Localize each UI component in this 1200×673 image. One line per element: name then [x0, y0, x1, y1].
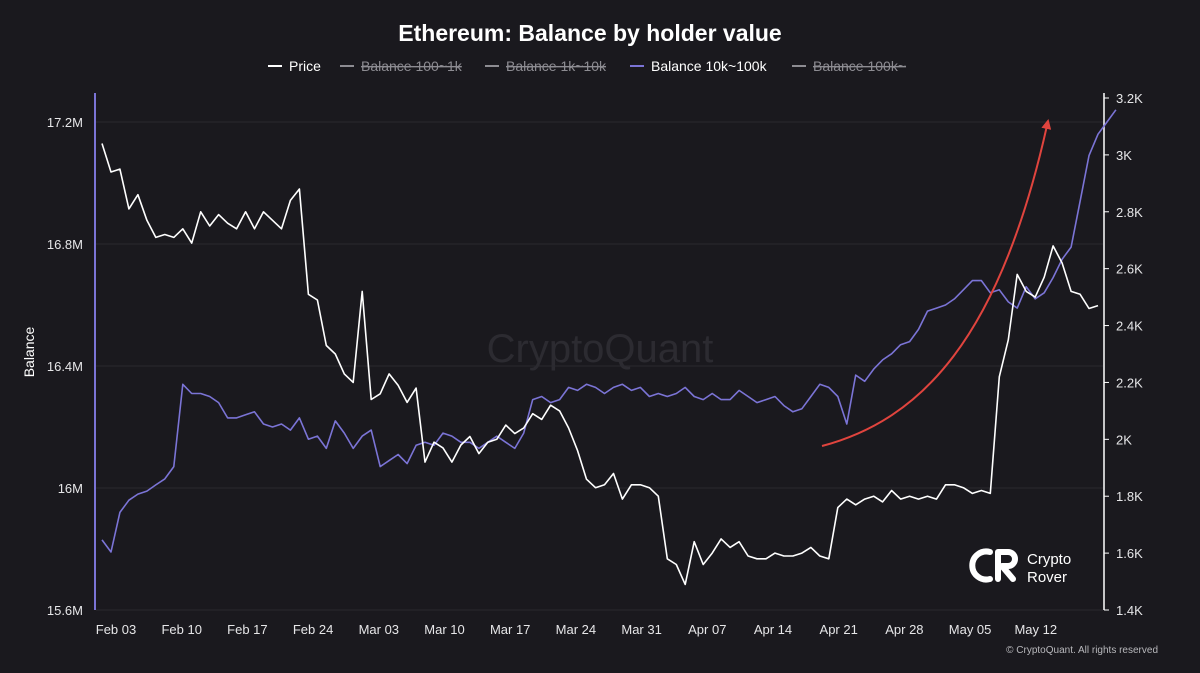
right-axis-ticks: 1.4K 1.6K 1.8K 2K 2.2K 2.4K 2.6K 2.8K 3K 3.2K [1104, 91, 1143, 618]
legend-item[interactable]: Balance 100~1k [340, 58, 463, 74]
y-axis-title: Balance [21, 326, 37, 377]
legend-label: Price [289, 58, 321, 74]
left-tick-label: 15.6M [47, 603, 83, 618]
right-tick-label: 1.6K [1116, 546, 1143, 561]
right-tick-label: 1.8K [1116, 489, 1143, 504]
legend-label: Balance 100k~ [813, 58, 906, 74]
trend-arrow [821, 119, 1052, 447]
series-line-price [101, 143, 1099, 586]
legend-label: Balance 100~1k [361, 58, 463, 74]
chart-title: Ethereum: Balance by holder value [398, 20, 781, 46]
watermark-text: CryptoQuant [487, 327, 714, 371]
right-tick-label: 2.8K [1116, 205, 1143, 220]
legend-item[interactable]: Price [268, 58, 321, 74]
x-tick-label: Mar 10 [424, 622, 464, 637]
legend-label: Balance 10k~100k [651, 58, 768, 74]
x-tick-label: Mar 31 [621, 622, 661, 637]
x-tick-label: Apr 21 [820, 622, 858, 637]
x-tick-label: Feb 03 [96, 622, 136, 637]
x-tick-label: Apr 14 [754, 622, 792, 637]
legend-item[interactable]: Balance 10k~100k [630, 58, 768, 74]
right-tick-label: 2.6K [1116, 262, 1143, 277]
left-tick-label: 16M [58, 481, 83, 496]
logo-mark-icon [969, 548, 1018, 583]
copyright: © CryptoQuant. All rights reserved [1006, 645, 1158, 656]
legend-item[interactable]: Balance 100k~ [792, 58, 906, 74]
left-axis-ticks: 15.6M 16M 16.4M 16.8M 17.2M [47, 115, 83, 618]
x-tick-label: Apr 28 [885, 622, 923, 637]
x-tick-label: May 12 [1014, 622, 1057, 637]
x-tick-label: Feb 10 [161, 622, 201, 637]
x-tick-label: Feb 17 [227, 622, 267, 637]
legend: Price Balance 100~1k Balance 1k~10k Balance… [268, 58, 906, 74]
left-tick-label: 16.8M [47, 237, 83, 252]
right-tick-label: 2.4K [1116, 319, 1143, 334]
crypto-rover-logo: Crypto Rover [969, 548, 1071, 586]
right-tick-label: 3.2K [1116, 91, 1143, 106]
series-line-balance-10k-100k [101, 109, 1117, 553]
legend-label: Balance 1k~10k [506, 58, 607, 74]
right-tick-label: 1.4K [1116, 603, 1143, 618]
grid [96, 121, 1103, 611]
x-tick-label: Apr 07 [688, 622, 726, 637]
legend-item[interactable]: Balance 1k~10k [485, 58, 607, 74]
x-tick-label: Mar 03 [359, 622, 399, 637]
left-tick-label: 17.2M [47, 115, 83, 130]
right-tick-label: 2.2K [1116, 375, 1143, 390]
x-tick-label: Feb 24 [293, 622, 333, 637]
right-tick-label: 2K [1116, 432, 1132, 447]
logo-line-1: Crypto [1027, 551, 1071, 568]
x-tick-label: May 05 [949, 622, 992, 637]
x-axis-ticks: Feb 03 Feb 10 Feb 17 Feb 24 Mar 03 Mar 10 Mar … [96, 622, 1057, 637]
left-tick-label: 16.4M [47, 359, 83, 374]
x-tick-label: Mar 17 [490, 622, 530, 637]
logo-line-2: Rover [1027, 569, 1067, 586]
series-layer [101, 109, 1117, 586]
right-tick-label: 3K [1116, 148, 1132, 163]
x-tick-label: Mar 24 [556, 622, 596, 637]
